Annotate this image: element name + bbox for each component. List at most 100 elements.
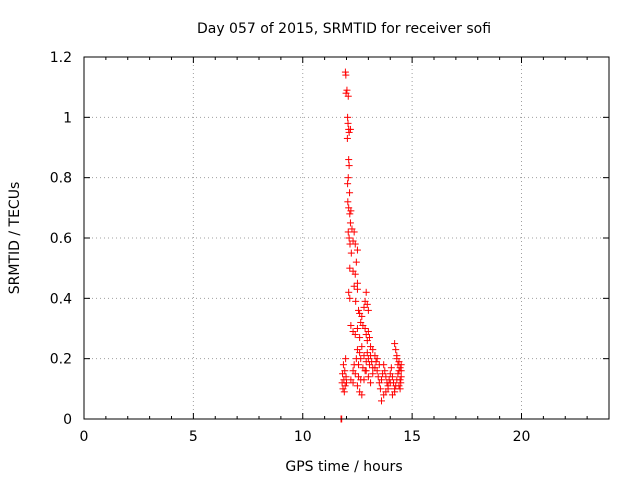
data-point (374, 373, 382, 381)
data-point (339, 361, 347, 369)
x-tick-label: 0 (80, 429, 89, 445)
data-point (342, 373, 350, 381)
data-point (397, 379, 405, 387)
data-point (362, 367, 370, 375)
data-point (350, 228, 358, 236)
data-point (391, 388, 399, 396)
data-point (351, 240, 359, 248)
data-point (344, 228, 352, 236)
y-tick-labels: 0 0.2 0.4 0.6 0.8 1 1.2 (50, 50, 72, 428)
data-point (344, 92, 352, 100)
data-point (342, 355, 350, 363)
x-tick-label: 10 (294, 429, 312, 445)
data-point (346, 210, 354, 218)
y-tick-label: 1 (63, 110, 72, 126)
data-point (397, 361, 405, 369)
data-point (345, 288, 353, 296)
x-tick-label: 5 (189, 429, 198, 445)
data-point (343, 379, 350, 387)
data-point (378, 376, 385, 384)
data-point (394, 370, 402, 378)
data-point (396, 364, 404, 372)
data-point (356, 334, 364, 342)
y-tick-label: 0.4 (50, 291, 72, 307)
data-point (391, 340, 399, 348)
data-point (363, 300, 371, 308)
grid-lines (84, 57, 609, 419)
data-point (382, 388, 390, 396)
data-point (346, 294, 354, 302)
data-point (360, 352, 368, 360)
data-point (360, 303, 368, 311)
data-point (351, 270, 359, 278)
data-point (344, 180, 352, 188)
data-point (349, 367, 357, 375)
data-point (350, 282, 358, 290)
data-point (346, 264, 354, 272)
data-point (351, 331, 359, 339)
data-point (364, 328, 372, 336)
data-point (395, 382, 403, 390)
data-point (397, 373, 405, 381)
data-point (367, 379, 375, 387)
x-tick-label: 20 (513, 429, 531, 445)
data-point (342, 71, 350, 79)
data-point (358, 312, 366, 320)
data-point (345, 162, 353, 170)
data-point (349, 379, 357, 387)
y-tick-label: 0.8 (50, 171, 72, 187)
data-point (341, 382, 349, 390)
data-point (353, 325, 361, 332)
data-point (347, 249, 355, 257)
y-tick-label: 0 (63, 412, 72, 428)
data-point (363, 349, 371, 357)
data-point (344, 198, 352, 206)
data-point (340, 388, 348, 396)
data-point (373, 367, 381, 375)
data-point (381, 367, 389, 375)
data-point (362, 288, 370, 296)
x-tick-label: 15 (403, 429, 421, 445)
data-point (352, 355, 360, 363)
data-point (346, 125, 354, 133)
data-point (378, 397, 385, 405)
data-point (352, 297, 360, 305)
data-point (345, 128, 353, 136)
data-point (352, 258, 360, 266)
data-point (353, 285, 361, 293)
data-point (344, 119, 352, 127)
x-axis-label: GPS time / hours (285, 459, 402, 475)
data-point (358, 391, 366, 399)
data-point (373, 355, 381, 363)
axis-ticks (83, 56, 609, 420)
y-axis-label: SRMTID / TECUs (7, 182, 23, 295)
data-point (369, 370, 377, 378)
data-point (358, 343, 366, 351)
data-point (376, 385, 384, 393)
data-point (393, 352, 401, 360)
data-point (353, 382, 361, 390)
data-point (347, 321, 355, 329)
data-point (341, 367, 349, 375)
data-point (347, 207, 355, 215)
data-point (353, 279, 361, 287)
data-point (375, 361, 383, 369)
data-point (382, 373, 390, 381)
data-point (350, 361, 358, 369)
chart-title: Day 057 of 2015, SRMTID for receiver sof… (197, 21, 491, 37)
x-tick-labels: 0 5 10 15 20 (80, 429, 531, 445)
data-point (357, 376, 365, 384)
data-point (392, 346, 400, 354)
data-point (367, 343, 375, 351)
data-point (344, 174, 352, 182)
y-tick-label: 0.6 (50, 231, 72, 247)
data-point (343, 134, 351, 142)
data-point (355, 306, 363, 314)
y-tick-label: 0.2 (50, 352, 72, 368)
y-tick-label: 1.2 (50, 50, 72, 66)
data-point (396, 385, 404, 393)
data-point (396, 376, 404, 384)
data-point (364, 373, 372, 381)
data-point (345, 234, 353, 242)
